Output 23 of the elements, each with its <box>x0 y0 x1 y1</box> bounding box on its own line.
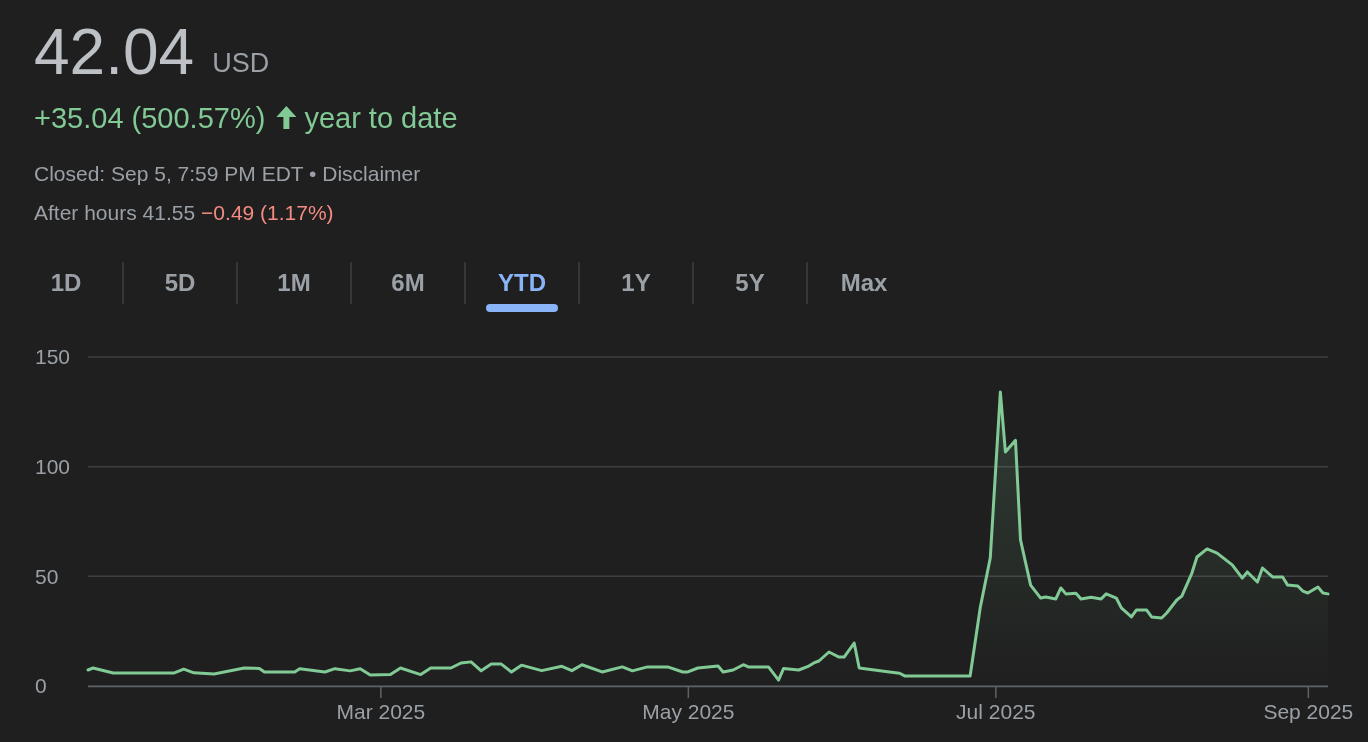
chart-subtitle: USD <box>212 48 270 78</box>
text: year to date <box>304 102 458 134</box>
text: Closed: Sep 5, 7:59 PM EDT • Disclaimer <box>34 162 421 185</box>
text: After hours 41.55 <box>34 201 196 224</box>
text: 1D <box>50 269 82 296</box>
x-tick-label: Mar 2025 <box>336 699 426 723</box>
text: 5D <box>164 269 196 296</box>
y-tick-label: 50 <box>35 564 59 588</box>
text: Max <box>840 269 888 296</box>
chart-title: 42.04 <box>34 16 195 88</box>
x-tick-label: May 2025 <box>642 699 735 723</box>
x-tick-label: Sep 2025 <box>1263 699 1354 723</box>
text: +35.04 (500.57%) <box>34 102 266 134</box>
text: YTD <box>498 269 546 296</box>
text: 5Y <box>735 269 765 296</box>
y-tick-label: 150 <box>35 345 71 369</box>
text: 1Y <box>621 269 651 296</box>
text: −0.49 (1.17%) <box>201 201 334 224</box>
y-tick-label: 100 <box>35 454 71 478</box>
y-tick-label: 0 <box>35 674 47 698</box>
text: 1M <box>277 269 311 296</box>
x-tick-label: Jul 2025 <box>956 699 1036 723</box>
text: 6M <box>391 269 425 296</box>
